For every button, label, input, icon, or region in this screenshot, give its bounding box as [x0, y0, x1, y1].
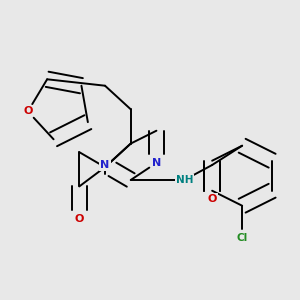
Text: O: O — [208, 194, 217, 204]
Text: Cl: Cl — [236, 233, 248, 243]
Text: N: N — [100, 160, 109, 170]
Text: NH: NH — [176, 175, 193, 185]
Text: O: O — [23, 106, 32, 116]
Text: N: N — [152, 158, 161, 168]
Text: O: O — [75, 214, 84, 224]
